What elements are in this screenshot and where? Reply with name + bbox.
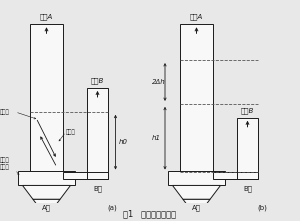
Bar (30, 24, 63, 172)
Bar (87, 172, 108, 179)
Bar (63, 172, 102, 179)
Text: 压力A: 压力A (40, 14, 53, 20)
Bar (213, 172, 252, 179)
Text: (a): (a) (108, 205, 117, 211)
Polygon shape (183, 199, 210, 205)
Bar (18, 171, 75, 185)
Text: 压力A: 压力A (190, 14, 203, 20)
Polygon shape (33, 199, 60, 205)
Bar (237, 172, 258, 179)
Text: 压力B: 压力B (241, 107, 254, 114)
Text: B管: B管 (243, 185, 252, 192)
Bar (237, 118, 258, 179)
Text: 发射波: 发射波 (0, 109, 10, 115)
Text: 超声波
换能器: 超声波 换能器 (0, 157, 10, 170)
Text: 2Δh: 2Δh (152, 79, 165, 85)
Text: h1: h1 (152, 135, 160, 141)
Text: A管: A管 (192, 205, 201, 211)
Text: A管: A管 (42, 205, 51, 211)
Polygon shape (22, 185, 70, 199)
Text: (b): (b) (258, 205, 267, 211)
Text: 压力B: 压力B (91, 77, 104, 84)
Text: B管: B管 (93, 185, 102, 192)
Text: 图1   超声波测压原理: 图1 超声波测压原理 (123, 210, 177, 219)
Text: h0: h0 (118, 139, 127, 145)
Bar (168, 171, 225, 185)
Bar (87, 88, 108, 179)
Bar (180, 24, 213, 172)
Polygon shape (172, 185, 220, 199)
Text: 反射波: 反射波 (66, 129, 76, 135)
